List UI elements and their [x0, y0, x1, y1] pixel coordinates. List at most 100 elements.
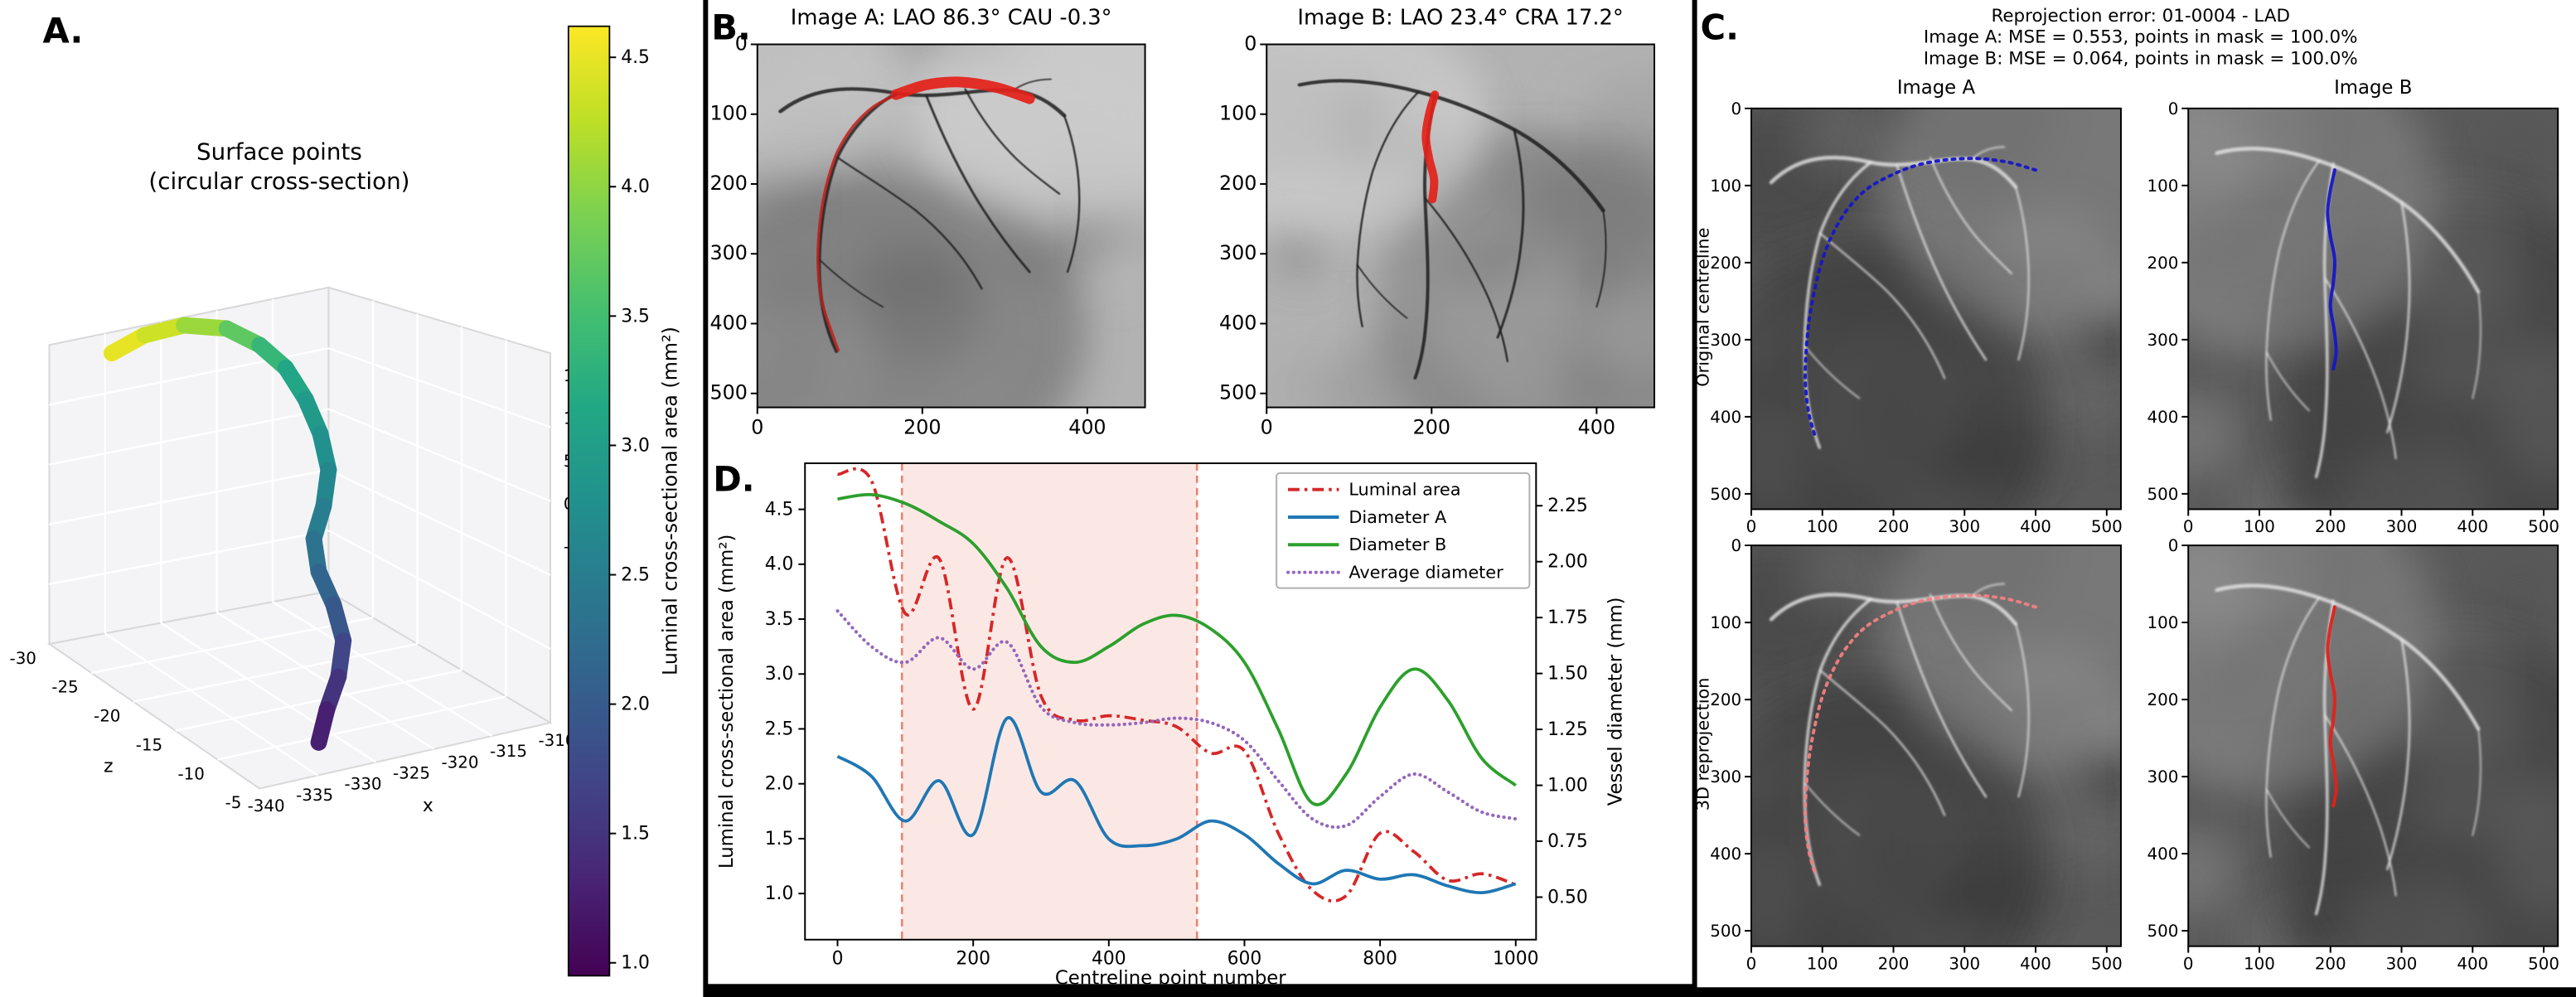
image-a-title: Image A: LAO 86.3° CAU -0.3°: [790, 6, 1112, 31]
y-tick-label: 200: [1710, 254, 1741, 273]
segmented-vessel-thin: [816, 93, 898, 352]
segmented-vessel-thick: [1421, 90, 1440, 204]
x-tick-label: 300: [2386, 954, 2418, 973]
y-tick-label: 300: [1710, 331, 1741, 350]
x-tick-label: 100: [1807, 517, 1838, 536]
colorbar-tick-label: 3.0: [621, 435, 650, 456]
x-tick-label: 300: [2386, 517, 2418, 536]
left-y-axis-label: Luminal cross-sectional area (mm²): [716, 535, 738, 869]
x-tick-label: 500: [2528, 517, 2559, 536]
y-tick-label: 100: [1710, 613, 1741, 632]
y-tick-label: 400: [2147, 845, 2178, 864]
y-tick-label: 100: [1219, 102, 1257, 125]
x-tick-label: 0: [1746, 517, 1757, 536]
column-title-image-b: Image B: [2334, 75, 2413, 99]
y-tick-label: 400: [1710, 408, 1741, 427]
x-tick-label: 100: [2244, 954, 2275, 973]
x-tick-label: 300: [1949, 517, 1980, 536]
x-tick-label: -315: [490, 742, 527, 761]
x-tick-label: 0: [2183, 517, 2194, 536]
x-tick-label: 400: [2457, 517, 2488, 536]
x-tick-label: 100: [1807, 954, 1838, 973]
left-y-tick-label: 4.5: [765, 500, 794, 520]
y-tick-label: 500: [2147, 485, 2178, 504]
y-tick-label: 200: [2147, 254, 2178, 273]
panel-b-label: B.: [711, 7, 751, 48]
y-tick-label: 300: [1710, 767, 1741, 786]
right-y-tick-label: 2.00: [1547, 552, 1588, 573]
colorbar-tick-label: 4.0: [621, 177, 650, 197]
y-tick-label: 200: [1219, 172, 1257, 195]
colorbar-tick-label: 2.0: [621, 695, 650, 715]
legend-label: Diameter B: [1349, 535, 1446, 554]
x-tick-label: 200: [1878, 954, 1910, 973]
panel-a-label: A.: [42, 11, 84, 51]
legend-label: Average diameter: [1349, 563, 1503, 583]
y-tick-label: 100: [2147, 177, 2178, 196]
y-tick-label: 400: [2147, 408, 2178, 427]
colorbar-tick-label: 3.5: [621, 306, 650, 327]
y-tick-label: 0: [2168, 99, 2179, 119]
x-tick-label: 200: [2315, 517, 2346, 536]
y-tick-label: 200: [2147, 690, 2178, 709]
y-tick-label: 0: [1731, 536, 1741, 555]
x-tick-label: 0: [1261, 415, 1273, 438]
panel-c-label: C.: [1700, 7, 1739, 48]
legend-label: Luminal area: [1349, 480, 1460, 500]
y-tick-label: 200: [1710, 690, 1741, 709]
reprojected-centreline-a: [1803, 593, 2038, 876]
image-b-title: Image B: LAO 23.4° CRA 17.2°: [1297, 6, 1624, 31]
x-tick-label: 200: [1413, 415, 1450, 438]
x-tick-label: 500: [2091, 954, 2123, 973]
plot3d-title: Surface points (circular cross-section): [65, 138, 492, 196]
x-tick-label: 500: [2091, 517, 2123, 536]
right-y-tick-label: 1.50: [1547, 664, 1588, 685]
left-y-tick-label: 4.0: [765, 554, 794, 575]
y-tick-label: 400: [1710, 845, 1741, 864]
x-tick-label: 0: [832, 949, 844, 970]
x-tick-label: 1000: [1493, 949, 1538, 970]
x-tick-label: 400: [1092, 949, 1126, 970]
plot3d-title-line2: (circular cross-section): [148, 169, 410, 196]
x-tick-label: -330: [345, 775, 382, 794]
x-tick-label: 400: [1578, 415, 1615, 438]
x-axis-label: x: [423, 796, 433, 816]
y-tick-label: 500: [1710, 922, 1741, 941]
left-y-tick-label: 2.0: [765, 774, 794, 795]
reprojection-cell-original-image-a: 0 100 200 300 400 500 0 100 200 300 400 500: [1710, 99, 2123, 536]
y-tick-label: 0: [735, 31, 748, 55]
colorbar: Luminal cross-sectional area (mm²) 4.5 4.…: [567, 25, 682, 977]
left-y-tick-label: 3.0: [765, 664, 794, 685]
column-title-image-a: Image A: [1896, 75, 1976, 99]
colorbar-tick-label: 1.0: [621, 953, 650, 974]
z-tick-label: -20: [94, 707, 120, 726]
reprojection-cell-original-image-b: 0 100 200 300 400 500 0 100 200 300 400 500: [2147, 99, 2559, 536]
series-diameter-b: [837, 492, 1517, 806]
segmented-vessel-thick: [890, 76, 1035, 104]
x-tick-label: -320: [442, 753, 479, 772]
x-tick-label: 500: [2528, 954, 2559, 973]
x-tick-label: 0: [751, 415, 763, 438]
left-y-tick-label: 3.5: [765, 609, 794, 630]
y-tick-label: 500: [1710, 485, 1741, 504]
image-a-mse-text: Image A: MSE = 0.553, points in mask = 1…: [1923, 26, 2358, 48]
area-diameter-chart: 1.0 1.5 2.0 2.5 3.0 3.5 4.0 4.5 0.50 0.75 1.00 1.25…: [716, 462, 1626, 984]
right-y-axis-label: Vessel diameter (mm): [1605, 597, 1626, 806]
right-y-tick-label: 2.25: [1547, 496, 1588, 516]
x-tick-label: 800: [1363, 949, 1397, 970]
x-tick-label: -325: [393, 764, 430, 783]
x-tick-label: 200: [903, 415, 941, 438]
panel-d-label: D.: [713, 459, 755, 500]
colorbar-tick-label: 2.5: [621, 564, 650, 585]
colorbar-tick-label: 4.5: [621, 47, 650, 68]
right-y-tick-label: 0.75: [1547, 831, 1588, 852]
x-tick-label: 400: [2020, 517, 2051, 536]
x-tick-label: 0: [1746, 954, 1757, 973]
x-axis-label: Centreline point number: [1055, 967, 1286, 984]
y-tick-label: 0: [2168, 536, 2179, 555]
y-tick-label: 300: [2147, 331, 2178, 350]
series-diameter-a: [836, 716, 1517, 894]
x-tick-label: 400: [2457, 954, 2488, 973]
